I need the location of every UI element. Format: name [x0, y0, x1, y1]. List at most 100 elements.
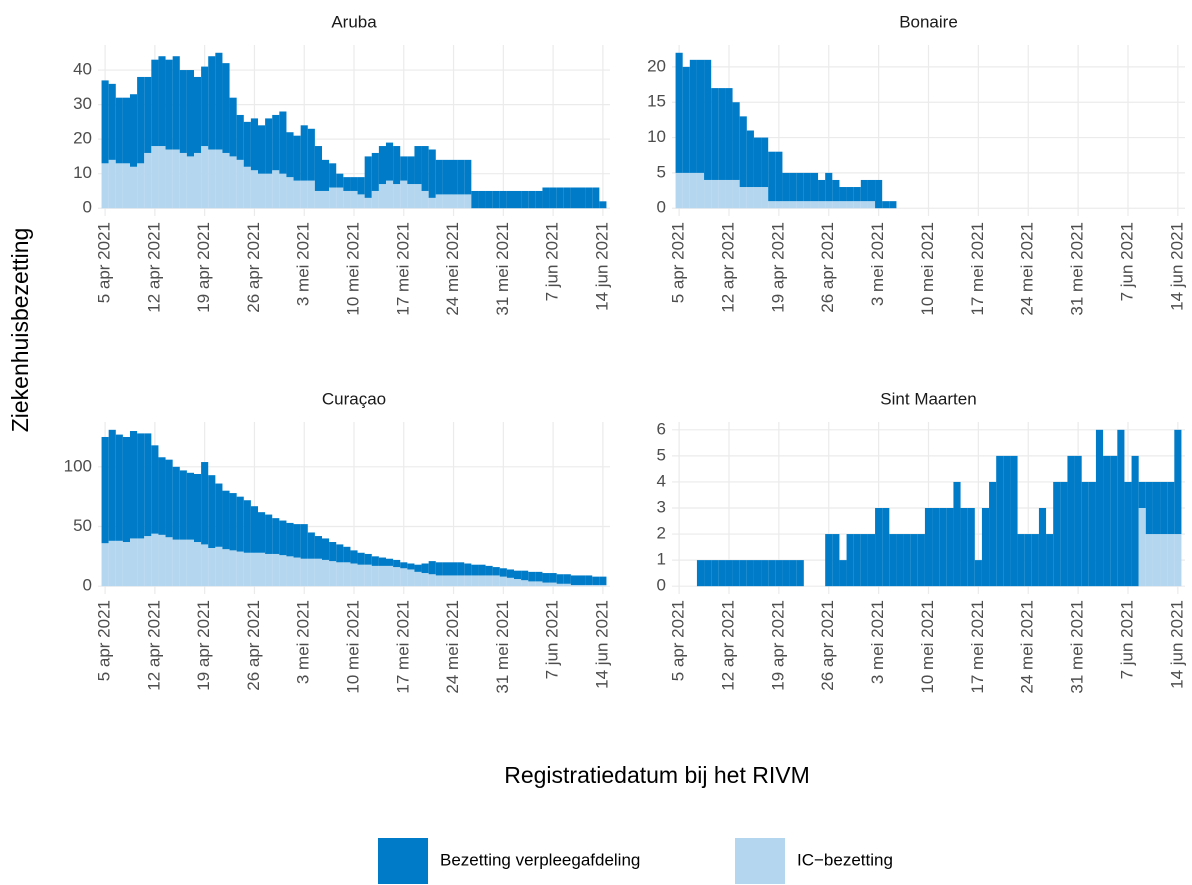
bar-segment: [981, 508, 990, 587]
bar-segment: [407, 184, 415, 209]
bar-segment: [165, 59, 173, 150]
bar-segment: [414, 146, 422, 185]
bar-segment: [108, 429, 116, 541]
bar-segment: [499, 568, 507, 577]
bar-segment: [300, 558, 308, 587]
bar-segment: [336, 544, 344, 563]
bar-segment: [1017, 534, 1025, 587]
bar-segment: [208, 475, 216, 548]
bar-segment: [407, 563, 415, 570]
x-tick-label: 5 apr 2021: [95, 222, 114, 303]
x-tick-label: 19 apr 2021: [768, 600, 787, 691]
x-tick-label: 24 mei 2021: [443, 600, 462, 694]
bar-segment: [832, 201, 840, 209]
bar-segment: [867, 534, 876, 587]
bar-segment: [421, 573, 429, 587]
y-tick-label: 100: [64, 456, 92, 475]
bar-segment: [599, 576, 607, 585]
x-tick-label: 10 mei 2021: [918, 222, 937, 316]
bar-segment: [796, 560, 804, 587]
bar-segment: [882, 201, 890, 209]
bar-segment: [535, 190, 543, 209]
bar-segment: [329, 187, 337, 209]
bar-segment: [825, 534, 833, 587]
bar-segment: [322, 159, 330, 191]
bar-segment: [122, 163, 130, 209]
bar-segment: [208, 149, 216, 209]
bar-segment: [839, 187, 847, 202]
bar-segment: [450, 194, 458, 209]
bar-segment: [307, 558, 315, 587]
bar-segment: [782, 560, 790, 587]
bar-segment: [243, 121, 251, 167]
bar-segment: [1152, 481, 1161, 535]
bar-segment: [151, 533, 159, 587]
bar-segment: [789, 201, 797, 209]
bar-segment: [1053, 481, 1061, 587]
bar-segment: [172, 56, 180, 150]
bar-segment: [222, 152, 230, 209]
bar-segment: [775, 151, 783, 202]
bar-segment: [307, 180, 315, 209]
bar-segment: [1024, 534, 1032, 587]
panel: Bonaire 0 5 10 15 20 5 apr 2021 12 apr 2021 19 a…: [647, 12, 1186, 315]
bar-segment: [201, 544, 209, 587]
bar-segment: [215, 483, 223, 547]
bar-segment: [279, 173, 287, 209]
bar-segment: [739, 560, 747, 587]
bar-segment: [1060, 481, 1068, 587]
bar-segment: [563, 583, 571, 587]
x-tick-label: 14 jun 2021: [1167, 222, 1186, 311]
bar-segment: [939, 508, 947, 587]
bar-segment: [357, 177, 365, 195]
bar-segment: [243, 500, 251, 553]
bar-segment: [179, 539, 187, 587]
bar-segment: [172, 539, 180, 587]
bar-segment: [215, 546, 223, 587]
y-axis-title: Ziekenhuisbezetting: [7, 228, 33, 433]
bar-segment: [186, 70, 194, 157]
bar-segment: [414, 184, 422, 209]
bar-segment: [279, 555, 287, 587]
bar-segment: [108, 83, 116, 160]
bar-segment: [122, 436, 130, 543]
bar-segment: [265, 118, 273, 174]
bar-segment: [236, 551, 244, 587]
bar-segment: [130, 538, 138, 587]
bar-segment: [499, 576, 507, 587]
bar-segment: [875, 179, 883, 209]
bar-segment: [1160, 481, 1168, 535]
bar-segment: [996, 455, 1004, 587]
bar-segment: [492, 575, 500, 587]
bar-segment: [307, 128, 315, 181]
y-tick-label: 30: [73, 94, 92, 113]
bar-segment: [457, 194, 465, 209]
x-tick-label: 17 mei 2021: [393, 600, 412, 694]
bar-segment: [108, 159, 116, 209]
bar-segment: [158, 146, 166, 209]
bar-segment: [521, 580, 529, 587]
bar-segment: [746, 130, 754, 188]
bar-segment: [393, 567, 401, 587]
bar-segment: [229, 97, 237, 157]
bar-segment: [542, 573, 550, 583]
bar-segment: [478, 575, 486, 587]
bar-segment: [371, 190, 379, 209]
bar-segment: [151, 59, 159, 147]
bar-segment: [186, 156, 194, 209]
bar-segment: [371, 556, 379, 566]
bar-segment: [115, 540, 123, 587]
bar-segment: [556, 187, 564, 209]
bar-segment: [853, 201, 861, 209]
y-tick-label: 20: [647, 56, 666, 75]
bar-segment: [924, 508, 933, 587]
bar-segment: [732, 179, 740, 209]
bar-segment: [1167, 481, 1175, 535]
bar-segment: [457, 562, 465, 576]
bar-segment: [357, 552, 365, 565]
bar-segment: [753, 137, 762, 188]
bar-segment: [1088, 481, 1096, 587]
bar-segment: [272, 518, 280, 554]
x-tick-label: 19 apr 2021: [194, 222, 213, 313]
bar-segment: [229, 493, 237, 551]
